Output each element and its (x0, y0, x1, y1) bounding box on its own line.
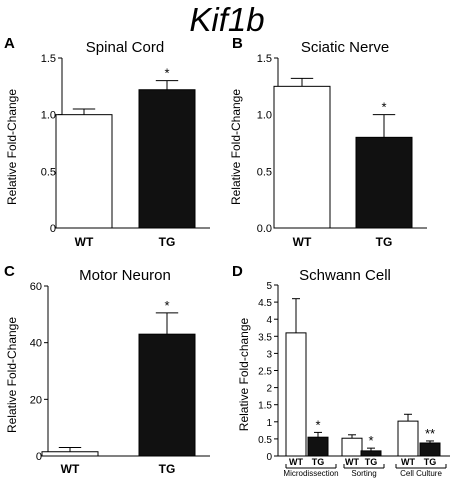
y-tick-label: 0 (36, 451, 42, 463)
x-tick-label: TG (159, 462, 176, 476)
y-tick-label: 20 (30, 394, 42, 406)
bar-tg (138, 89, 196, 229)
y-axis-label: Relative Fold-change (237, 317, 251, 431)
y-tick-label: 2.5 (258, 367, 272, 378)
y-tick-label: 1.0 (257, 110, 272, 122)
bar-wt (397, 420, 419, 457)
y-axis-label: Relative Fold-Change (229, 89, 243, 205)
group-label: Cell Culture (400, 469, 442, 478)
y-tick-label: 5 (266, 281, 272, 292)
y-tick-label: 1.0 (41, 110, 56, 122)
y-tick-label: 3 (266, 349, 272, 360)
x-tick-label: WT (61, 462, 80, 476)
x-tick-label: TG (376, 235, 393, 249)
significance-marker: * (164, 66, 169, 81)
y-tick-label: 0 (50, 223, 56, 235)
y-tick-label: 4 (266, 315, 272, 326)
y-axis-label: Relative Fold-Change (5, 89, 19, 205)
significance-marker: * (381, 100, 386, 115)
significance-marker: * (368, 433, 373, 448)
significance-marker: * (164, 298, 169, 313)
panel-label: C (4, 263, 15, 280)
panel-label: A (4, 35, 15, 52)
y-tick-label: 0 (266, 452, 272, 463)
bar-wt (41, 451, 99, 457)
x-tick-label: WT (345, 457, 359, 467)
bar-wt (341, 437, 363, 457)
x-tick-label: WT (75, 235, 94, 249)
x-tick-label: WT (289, 457, 303, 467)
y-tick-label: 1.5 (41, 53, 56, 65)
x-tick-label: WT (401, 457, 415, 467)
bar-tg (355, 136, 413, 229)
bar-wt (285, 332, 307, 457)
panel-title: Schwann Cell (299, 267, 391, 284)
x-tick-label: WT (293, 235, 312, 249)
panel-label: D (232, 263, 243, 280)
y-tick-label: 0.0 (257, 223, 272, 235)
group-label: Sorting (351, 469, 376, 478)
y-tick-label: 1 (266, 418, 272, 429)
panel-title: Sciatic Nerve (301, 39, 389, 56)
y-tick-label: 1.5 (257, 53, 272, 65)
y-tick-label: 2 (266, 384, 272, 395)
x-tick-label: TG (159, 235, 176, 249)
panel-title: Spinal Cord (86, 39, 164, 56)
x-tick-label: TG (424, 457, 437, 467)
y-tick-label: 3.5 (258, 332, 272, 343)
group-label: Microdissection (283, 469, 338, 478)
y-tick-label: 4.5 (258, 298, 272, 309)
bar-tg (307, 436, 329, 457)
bar-tg (360, 450, 382, 457)
significance-marker: * (315, 417, 320, 432)
bar-tg (419, 442, 441, 457)
y-tick-label: 0.5 (258, 435, 272, 446)
bar-tg (138, 333, 196, 457)
significance-marker: ** (425, 426, 435, 441)
figure-title: Kif1b (189, 1, 265, 38)
y-tick-label: 0.5 (41, 166, 56, 178)
y-tick-label: 1.5 (258, 401, 272, 412)
bar-wt (273, 85, 331, 229)
panel-title: Motor Neuron (79, 267, 171, 284)
bar-wt (55, 114, 113, 229)
y-tick-label: 60 (30, 281, 42, 293)
y-tick-label: 40 (30, 338, 42, 350)
y-tick-label: 0.5 (257, 166, 272, 178)
y-axis-label: Relative Fold-Change (5, 317, 19, 433)
x-tick-label: TG (365, 457, 378, 467)
x-tick-label: TG (312, 457, 325, 467)
panel-label: B (232, 35, 243, 52)
